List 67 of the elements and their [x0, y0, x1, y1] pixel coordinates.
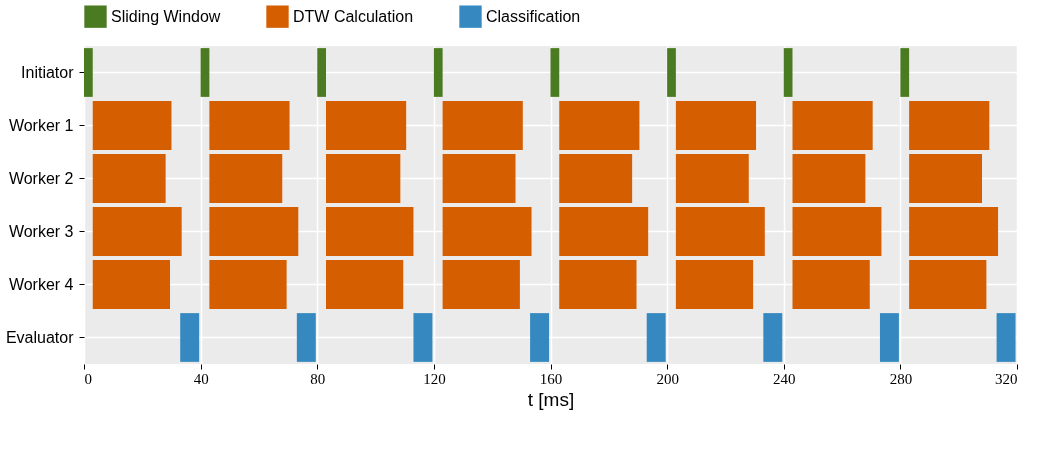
bar — [442, 101, 523, 150]
bar — [667, 48, 676, 97]
bar — [909, 154, 983, 203]
bar — [84, 48, 93, 97]
bar — [326, 260, 404, 309]
x-tick-label: 0 — [84, 370, 92, 387]
bar — [200, 48, 210, 97]
bar — [209, 207, 299, 256]
bar — [413, 313, 433, 362]
bar — [209, 101, 290, 150]
bar — [675, 154, 749, 203]
y-tick-label: Evaluator — [5, 328, 75, 346]
bar — [783, 48, 793, 97]
bar — [559, 260, 637, 309]
bar — [909, 101, 990, 150]
bar — [326, 207, 414, 256]
bar — [92, 101, 172, 150]
legend-label: Classification — [486, 7, 581, 25]
bar — [675, 101, 757, 150]
legend-label: DTW Calculation — [293, 7, 414, 25]
bar — [550, 48, 560, 97]
bar — [763, 313, 783, 362]
bar — [792, 154, 866, 203]
bar — [792, 207, 882, 256]
bar — [326, 154, 401, 203]
x-axis-title: t [ms] — [527, 388, 575, 410]
bar — [209, 260, 287, 309]
bar — [792, 260, 870, 309]
bar — [909, 260, 987, 309]
y-tick-label: Worker 3 — [8, 222, 74, 240]
bar — [92, 207, 182, 256]
bar — [530, 313, 550, 362]
bar — [559, 207, 649, 256]
y-tick-label: Initiator — [21, 63, 75, 81]
bar — [317, 48, 326, 97]
bar — [92, 260, 171, 309]
bar — [180, 313, 200, 362]
bar — [675, 260, 754, 309]
x-tick-label: 240 — [773, 370, 796, 387]
x-tick-label: 200 — [656, 370, 679, 387]
y-tick-label: Worker 4 — [8, 275, 74, 293]
bar — [209, 154, 283, 203]
y-tick-label: Worker 1 — [8, 116, 74, 134]
x-tick-label: 120 — [423, 370, 446, 387]
bar — [559, 101, 640, 150]
x-tick-label: 280 — [889, 370, 913, 387]
bar — [326, 101, 407, 150]
x-tick-label: 40 — [193, 370, 209, 387]
bar — [559, 154, 633, 203]
legend-label: Sliding Window — [111, 7, 221, 25]
bar — [296, 313, 316, 362]
bar — [909, 207, 999, 256]
bar — [442, 154, 516, 203]
bar — [675, 207, 765, 256]
bar — [92, 154, 166, 203]
bar — [442, 260, 520, 309]
x-tick-label: 160 — [539, 370, 563, 387]
y-tick-label: Worker 2 — [8, 169, 74, 187]
bar — [442, 207, 532, 256]
bar — [433, 48, 443, 97]
bar — [646, 313, 666, 362]
x-tick-label: 80 — [310, 370, 326, 387]
bar — [996, 313, 1016, 362]
bar — [900, 48, 910, 97]
x-tick-label: 320 — [995, 370, 1018, 387]
bar — [792, 101, 873, 150]
bar — [879, 313, 899, 362]
